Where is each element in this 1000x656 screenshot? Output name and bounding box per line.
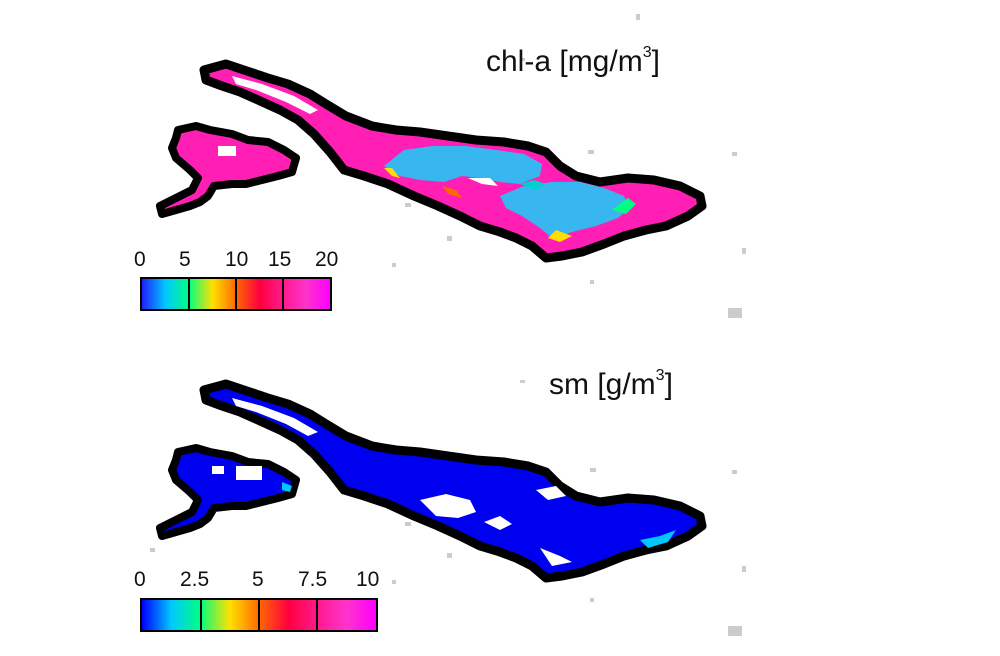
chl-a-tick-2: 10 bbox=[225, 248, 249, 271]
sm-tick-1: 2.5 bbox=[180, 568, 210, 591]
west-basin-gap bbox=[218, 146, 236, 156]
chl-a-tick-0: 0 bbox=[134, 248, 146, 271]
west-basin bbox=[156, 444, 300, 540]
sm-colorbar-divider bbox=[316, 600, 318, 630]
sm-tick-4: 10 bbox=[356, 568, 380, 591]
sm-colorbar-divider bbox=[200, 600, 202, 630]
sm-title: sm [g/m3] bbox=[549, 367, 673, 401]
sm-tick-3: 7.5 bbox=[298, 568, 328, 591]
chl-a-title: chl-a [mg/m3] bbox=[486, 44, 660, 78]
chl-a-tick-1: 5 bbox=[179, 248, 191, 271]
sm-tick-2: 5 bbox=[252, 568, 264, 591]
chl-a-tick-3: 15 bbox=[268, 248, 292, 271]
west-basin bbox=[156, 122, 300, 218]
chl-a-colorbar-divider bbox=[188, 279, 190, 309]
chl-a-colorbar bbox=[140, 277, 332, 311]
chl-a-colorbar-divider bbox=[235, 279, 237, 309]
sm-colorbar bbox=[140, 598, 378, 632]
chl-a-tick-4: 20 bbox=[315, 248, 339, 271]
sm-tick-0: 0 bbox=[134, 568, 146, 591]
chl-low-zone-east bbox=[384, 146, 542, 184]
sm-colorbar-divider bbox=[258, 600, 260, 630]
main-lake bbox=[199, 379, 707, 583]
chl-a-colorbar-divider bbox=[282, 279, 284, 309]
